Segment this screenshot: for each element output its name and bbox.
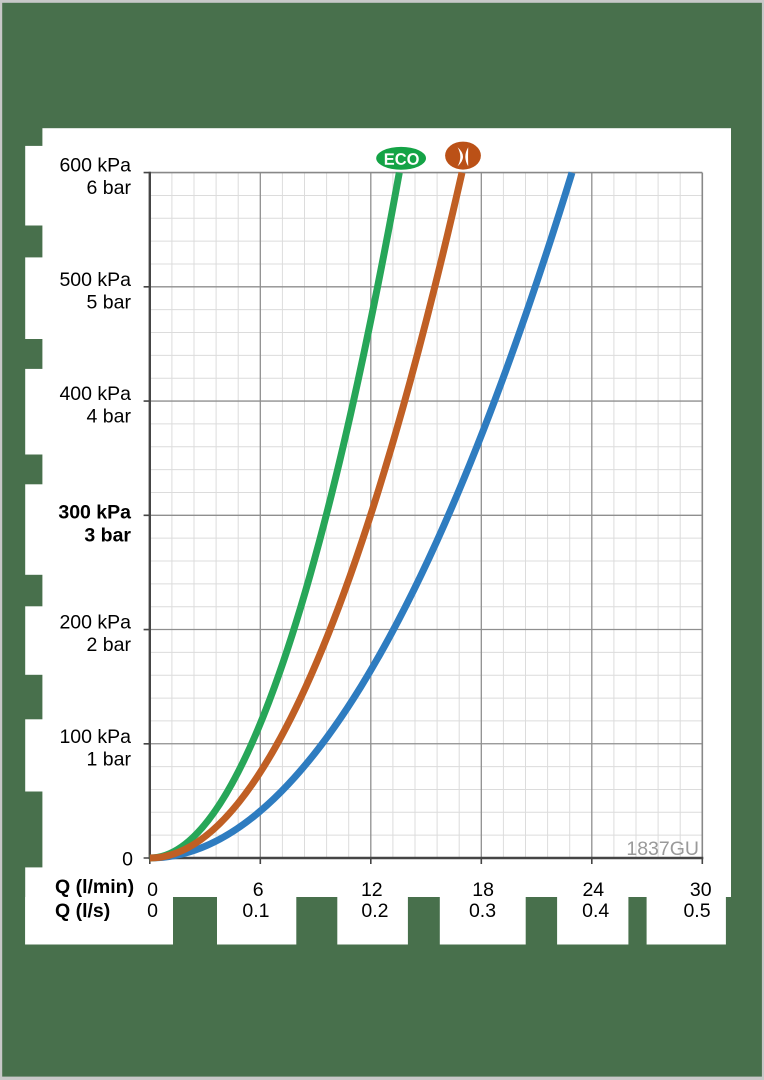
svg-text:1837GU: 1837GU xyxy=(626,838,699,860)
svg-text:500 kPa: 500 kPa xyxy=(59,269,131,291)
svg-text:12: 12 xyxy=(361,879,383,901)
svg-text:300 kPa: 300 kPa xyxy=(58,502,131,524)
svg-text:200 kPa: 200 kPa xyxy=(59,612,131,634)
svg-text:3 bar: 3 bar xyxy=(84,525,131,547)
svg-text:100 kPa: 100 kPa xyxy=(59,726,131,748)
svg-text:24: 24 xyxy=(582,879,604,901)
svg-text:6 bar: 6 bar xyxy=(87,177,132,199)
svg-text:0.1: 0.1 xyxy=(242,900,269,922)
svg-text:6: 6 xyxy=(253,879,264,901)
svg-text:30: 30 xyxy=(690,879,712,901)
svg-text:18: 18 xyxy=(472,879,494,901)
svg-text:1 bar: 1 bar xyxy=(87,748,132,770)
svg-text:5 bar: 5 bar xyxy=(87,291,132,313)
svg-text:0: 0 xyxy=(147,879,158,901)
svg-text:0: 0 xyxy=(122,848,133,870)
svg-text:Q (l/s): Q (l/s) xyxy=(55,900,110,922)
svg-text:0.2: 0.2 xyxy=(361,900,388,922)
svg-text:600 kPa: 600 kPa xyxy=(59,155,131,177)
svg-text:0.4: 0.4 xyxy=(582,900,609,922)
svg-text:400 kPa: 400 kPa xyxy=(59,383,131,405)
svg-text:0.3: 0.3 xyxy=(469,900,496,922)
svg-text:Q (l/min): Q (l/min) xyxy=(55,876,134,898)
svg-text:4 bar: 4 bar xyxy=(87,406,132,428)
svg-text:0: 0 xyxy=(147,900,158,922)
svg-text:0.5: 0.5 xyxy=(683,900,710,922)
svg-text:2 bar: 2 bar xyxy=(87,634,132,656)
